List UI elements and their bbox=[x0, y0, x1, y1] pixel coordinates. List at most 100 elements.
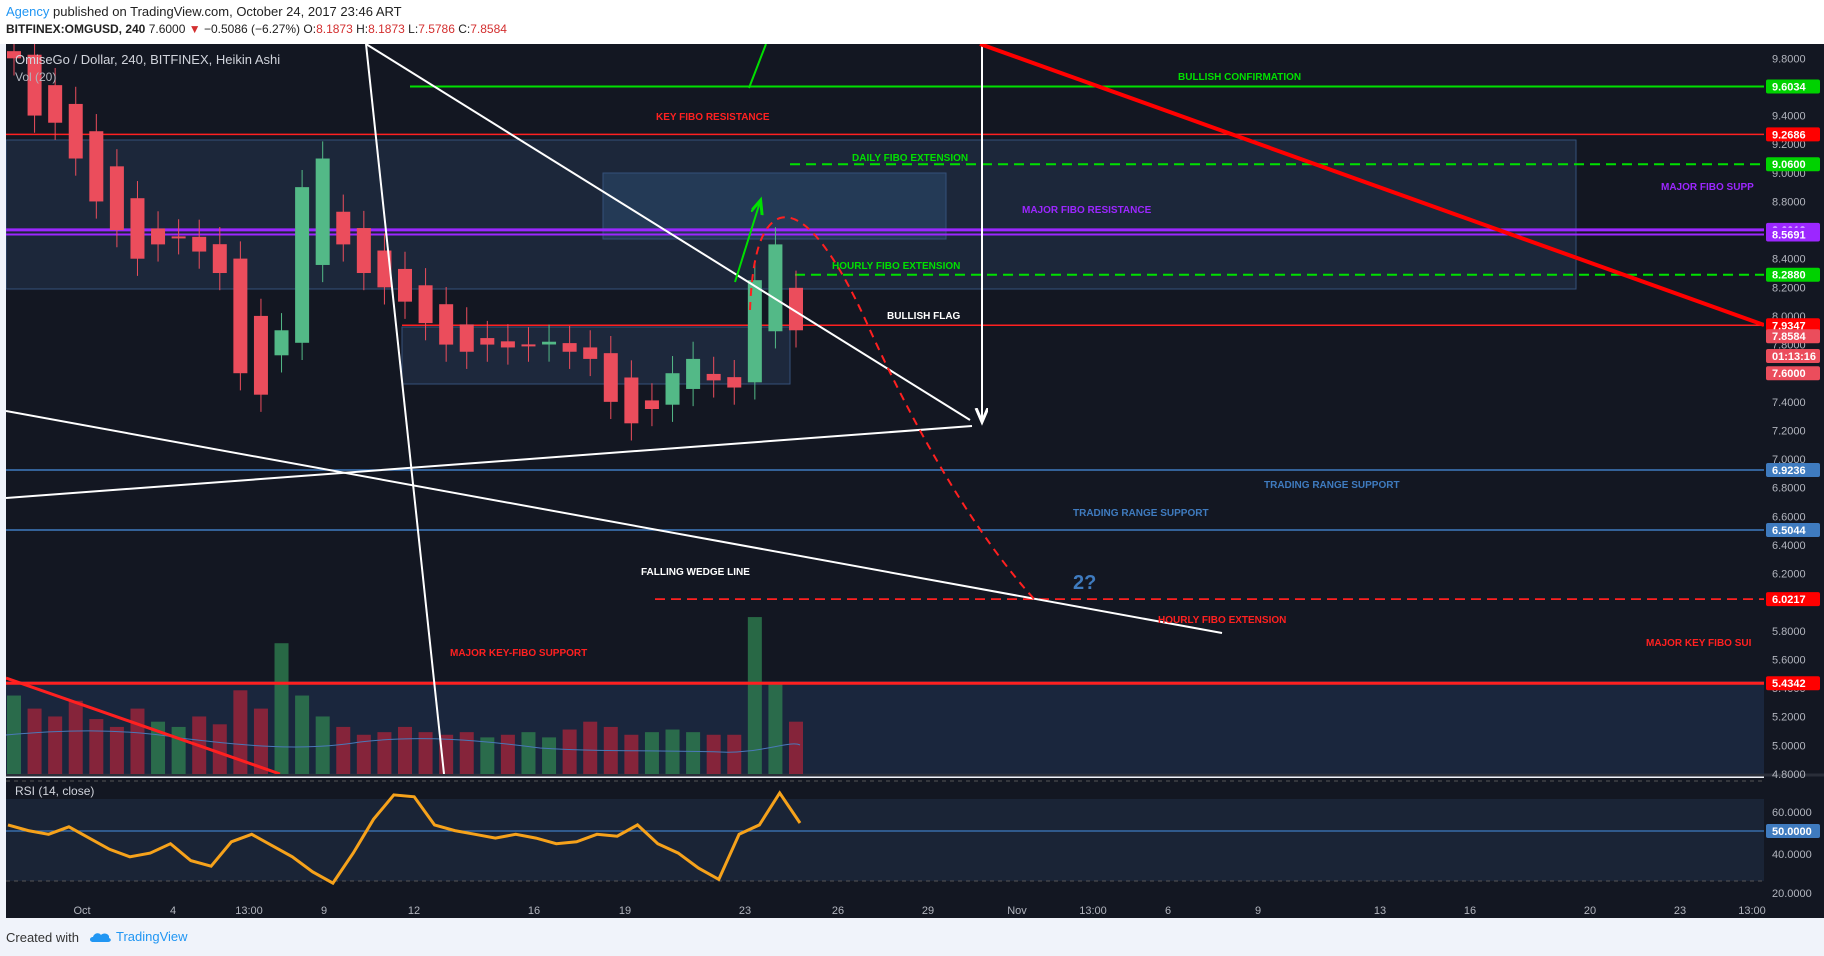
chart-canvas[interactable]: BULLISH CONFIRMATION KEY FIBO RESISTANCE… bbox=[0, 44, 1824, 918]
time-axis-bg bbox=[6, 900, 1764, 918]
candle-body bbox=[500, 341, 515, 348]
price-tick: 9.4000 bbox=[1772, 111, 1806, 123]
volume-bar bbox=[665, 729, 680, 774]
candle-body bbox=[562, 343, 577, 352]
price-axis[interactable]: 9.80009.60009.40009.20009.00008.80008.60… bbox=[1766, 53, 1820, 781]
price-tick: 5.2000 bbox=[1772, 712, 1806, 724]
candle-body bbox=[295, 187, 310, 343]
candle-body bbox=[68, 103, 83, 159]
candle-body bbox=[521, 344, 536, 347]
tradingview-brand: TradingView bbox=[116, 929, 188, 944]
time-tick: Nov bbox=[1007, 905, 1027, 917]
volume-bar bbox=[130, 708, 145, 774]
price-badge-label: 8.2880 bbox=[1772, 270, 1806, 282]
rsi-tick: 40.0000 bbox=[1772, 849, 1812, 861]
time-tick: 23 bbox=[739, 905, 751, 917]
rsi-axis[interactable]: 60.0000 40.0000 20.0000 50.0000 bbox=[1766, 807, 1820, 900]
price-badge bbox=[1766, 523, 1820, 538]
price-tick: 6.4000 bbox=[1772, 540, 1806, 552]
volume-zone-box bbox=[6, 681, 1764, 774]
flag-upper-line bbox=[365, 44, 971, 421]
publish-line: Agency published on TradingView.com, Oct… bbox=[6, 4, 402, 19]
falling-wedge-line bbox=[6, 410, 1223, 634]
time-tick: 13 bbox=[1374, 905, 1386, 917]
rsi-pane: RSI (14, close) bbox=[6, 780, 1764, 886]
tradingview-cloud-icon bbox=[90, 933, 111, 942]
volume-bar bbox=[418, 732, 433, 774]
volume-label: Vol (20) bbox=[15, 70, 56, 84]
time-axis[interactable]: Oct 4 13:00 9 12 16 19 23 26 29 Nov 13:00 6 9 13 16 20 23… bbox=[73, 905, 1765, 917]
time-tick: 6 bbox=[1165, 905, 1171, 917]
rsi-tick: 20.0000 bbox=[1772, 888, 1812, 900]
rsi-badge-label: 50.0000 bbox=[1772, 826, 1812, 838]
low-value: 7.5786 bbox=[418, 22, 455, 36]
green-up-arrow bbox=[734, 202, 760, 283]
candle-body bbox=[151, 228, 166, 245]
candle-body bbox=[459, 324, 474, 352]
price-tick: 7.4000 bbox=[1772, 397, 1806, 409]
publish-header: Agency published on TradingView.com, Oct… bbox=[0, 0, 1824, 44]
candle-body bbox=[377, 250, 392, 288]
price-badge-label: 9.2686 bbox=[1772, 129, 1806, 141]
label-major-key-fibo-support: MAJOR KEY-FIBO SUPPORT bbox=[450, 648, 587, 659]
price-badge-label: 01:13:16 bbox=[1772, 351, 1816, 363]
price-tick: 4.8000 bbox=[1772, 769, 1806, 781]
price-tick: 8.2000 bbox=[1772, 282, 1806, 294]
symbol-name: BITFINEX:OMGUSD, 240 bbox=[6, 22, 146, 36]
price-badge-label: 7.8584 bbox=[1772, 331, 1807, 343]
rsi-tick: 60.0000 bbox=[1772, 807, 1812, 819]
footer: Created with TradingView bbox=[0, 918, 1824, 956]
candle-body bbox=[542, 341, 557, 345]
volume-bar bbox=[521, 732, 536, 774]
price-tick: 5.6000 bbox=[1772, 654, 1806, 666]
flag-lower-line bbox=[6, 425, 973, 499]
high-value: 8.1873 bbox=[368, 22, 405, 36]
volume-bar bbox=[336, 726, 351, 774]
price-tick: 9.8000 bbox=[1772, 53, 1806, 65]
price-tick: 7.2000 bbox=[1772, 425, 1806, 437]
candle-body bbox=[686, 358, 701, 389]
time-tick: 13:00 bbox=[1079, 905, 1107, 917]
candle-body bbox=[418, 285, 433, 324]
candle-body bbox=[89, 131, 104, 202]
candle-body bbox=[398, 268, 412, 302]
close-value: 7.8584 bbox=[470, 22, 507, 36]
price-tick: 8.8000 bbox=[1772, 196, 1806, 208]
candle-body bbox=[706, 373, 721, 381]
volume-bar bbox=[233, 690, 248, 774]
price-badge bbox=[1766, 318, 1820, 333]
time-tick: 29 bbox=[922, 905, 934, 917]
candle-body bbox=[48, 85, 63, 123]
volume-bar bbox=[562, 729, 577, 774]
volume-bar bbox=[644, 732, 659, 774]
candle-body bbox=[747, 280, 762, 383]
tradingview-link[interactable]: TradingView bbox=[88, 929, 188, 944]
volume-bar bbox=[459, 732, 474, 774]
price-badge bbox=[1766, 463, 1820, 478]
candle-body bbox=[233, 258, 248, 374]
candle-body bbox=[644, 400, 659, 409]
label-hourly-fibo-extension-top: HOURLY FIBO EXTENSION bbox=[832, 261, 960, 272]
volume-bar bbox=[48, 716, 63, 774]
close-label: C: bbox=[458, 22, 471, 36]
volume-bar bbox=[171, 726, 186, 774]
pane-title: OmiseGo / Dollar, 240, BITFINEX, Heikin … bbox=[15, 52, 280, 67]
candle-body bbox=[315, 158, 330, 265]
projected-path bbox=[749, 216, 1036, 601]
price-badge bbox=[1766, 157, 1820, 172]
time-tick: 9 bbox=[321, 905, 327, 917]
time-tick: 4 bbox=[170, 905, 176, 917]
major-downtrend-line bbox=[979, 44, 1764, 327]
volume-bar bbox=[68, 700, 83, 774]
volume-downtrend-line bbox=[6, 676, 281, 774]
author-link[interactable]: Agency bbox=[6, 4, 50, 19]
label-hourly-fibo-extension-bottom: HOURLY FIBO EXTENSION bbox=[1158, 615, 1286, 626]
volume-bar bbox=[253, 708, 268, 774]
created-with-label: Created with bbox=[6, 930, 79, 945]
candle-body bbox=[274, 330, 289, 356]
label-trading-range-support-2: TRADING RANGE SUPPORT bbox=[1073, 508, 1209, 519]
symbol-line: BITFINEX:OMGUSD, 240 7.6000 ▼ −0.5086 (−… bbox=[6, 22, 507, 36]
price-tick: 9.2000 bbox=[1772, 139, 1806, 151]
candle-body bbox=[624, 377, 639, 424]
price-axis-bg bbox=[1764, 44, 1824, 918]
